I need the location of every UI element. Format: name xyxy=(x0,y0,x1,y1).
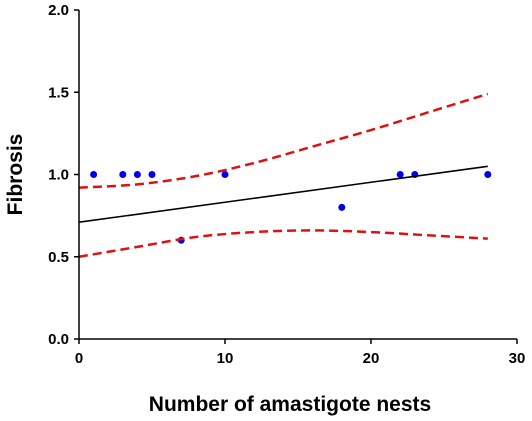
chart-marks xyxy=(78,92,492,258)
regression-line xyxy=(78,165,488,223)
data-point xyxy=(133,171,141,178)
y-axis-title: Fibrosis xyxy=(4,134,27,216)
y-axis-ticks: 0.0 0.5 1.0 1.5 2.0 xyxy=(48,2,79,348)
data-point xyxy=(221,171,229,178)
y-tick-label: 2.0 xyxy=(48,2,69,19)
x-tick-label: 0 xyxy=(75,350,83,367)
upper-confidence-curve xyxy=(78,92,489,189)
y-tick-label: 1.0 xyxy=(48,167,69,184)
x-tick-label: 20 xyxy=(363,350,380,367)
data-point xyxy=(119,171,127,178)
data-point xyxy=(148,171,156,178)
x-tick-label: 30 xyxy=(509,350,526,367)
y-tick-label: 1.5 xyxy=(48,84,69,101)
data-point xyxy=(484,171,492,178)
data-point xyxy=(338,203,346,211)
x-axis-ticks: 0 10 20 30 xyxy=(75,339,526,367)
y-tick-label: 0.5 xyxy=(48,249,69,266)
x-axis-title: Number of amastigote nests xyxy=(149,393,431,416)
data-point xyxy=(90,171,98,178)
x-tick-label: 10 xyxy=(217,350,234,367)
lower-confidence-curve xyxy=(78,229,488,258)
y-tick-label: 0.0 xyxy=(48,331,69,348)
data-point xyxy=(396,171,404,178)
